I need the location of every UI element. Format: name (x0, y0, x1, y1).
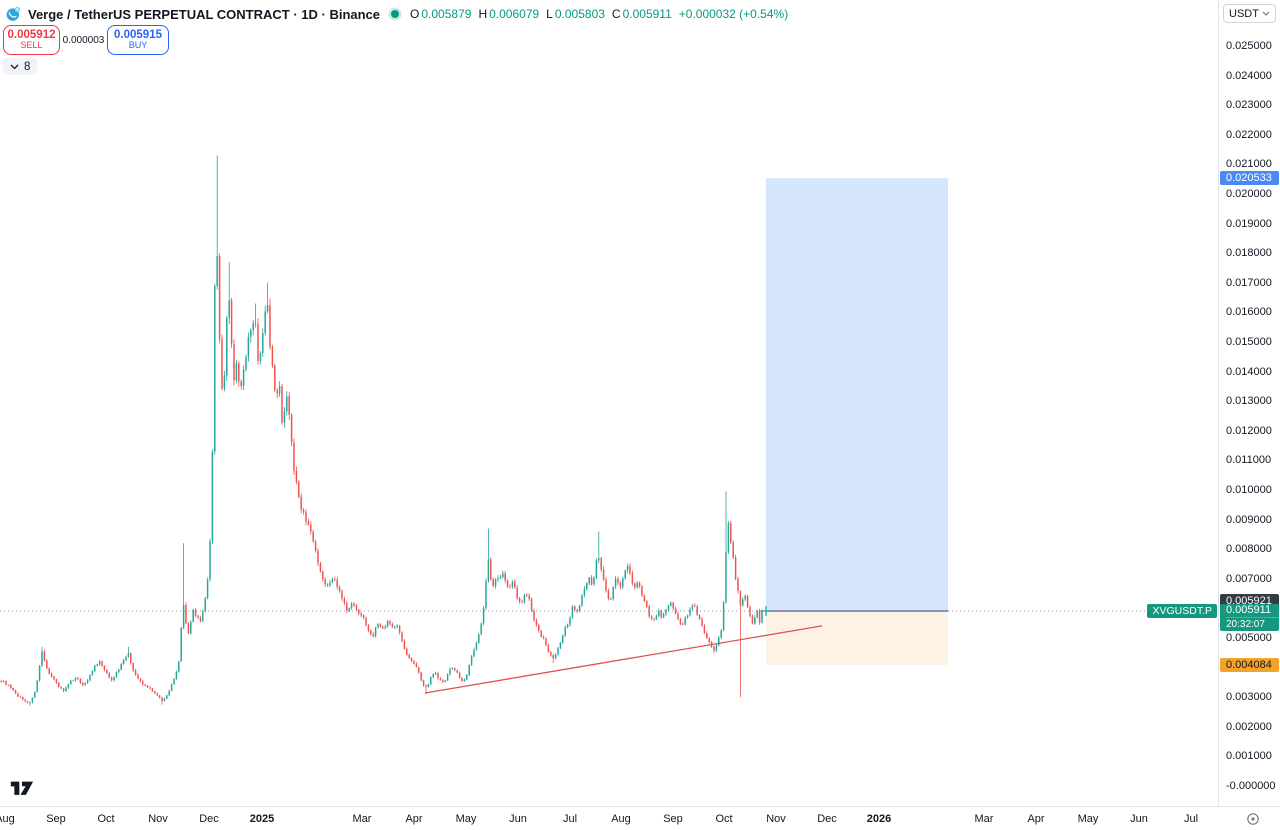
buy-price: 0.005915 (114, 28, 162, 41)
price-tick-label: 0.012000 (1226, 424, 1272, 437)
open-value: 0.005879 (421, 7, 472, 21)
price-tick-label: 0.003000 (1226, 691, 1272, 704)
time-axis-label: 2026 (866, 813, 892, 825)
buy-label: BUY (128, 40, 148, 51)
price-tick-label: 0.010000 (1226, 484, 1272, 496)
close-label: C (611, 7, 621, 21)
symbol-title[interactable]: Verge / TetherUS PERPETUAL CONTRACT · 1D… (28, 6, 381, 22)
price-tick-label: 0.014000 (1226, 365, 1272, 378)
time-axis-label: Jun (1130, 813, 1148, 825)
currency-label: USDT (1229, 7, 1259, 20)
time-axis-label: Jul (562, 813, 578, 825)
price-tick-label: 0.017000 (1226, 276, 1272, 289)
verge-logo-icon (6, 6, 21, 22)
price-tick-label: 0.007000 (1226, 572, 1272, 585)
sell-label: SELL (20, 40, 43, 51)
time-axis-label: Apr (1027, 813, 1045, 825)
time-axis[interactable]: Aug Sep Oct Nov Dec 2025 Mar Apr May Jun Jul Aug Sep… (0, 806, 1280, 830)
ohlc-values: O 0.005879 H 0.006079 L 0.005803 C 0.005911 … (410, 7, 788, 21)
change-value: +0.000032 (+0.54%) (678, 7, 789, 21)
price-tick-label: 0.001000 (1226, 750, 1272, 763)
last-price-value: 0.005911 (1226, 604, 1272, 617)
chevron-down-icon (1262, 11, 1270, 16)
price-tick-label: 0.025000 (1226, 40, 1272, 52)
chevron-down-icon (10, 64, 19, 69)
price-tick-label: 0.015000 (1226, 336, 1272, 348)
time-axis-label: Jun (509, 813, 527, 825)
time-axis-label: May (1077, 813, 1099, 825)
time-axis-label: Oct (97, 813, 115, 825)
time-axis-label: Aug (611, 813, 631, 825)
price-tick-label: 0.021000 (1226, 158, 1272, 171)
buy-button[interactable]: 0.005915 BUY (107, 25, 169, 55)
sell-price: 0.005912 (7, 28, 56, 41)
spread-value: 0.000003 (62, 34, 105, 46)
time-axis-label: May (455, 813, 477, 825)
market-status-dot[interactable] (391, 10, 400, 18)
price-tick-label: 0.022000 (1226, 128, 1272, 141)
symbol-price-tag: XVGUSDT.P (1147, 604, 1217, 619)
target-price-label: 0.020533 (1220, 171, 1279, 186)
price-tick-label: 0.013000 (1226, 395, 1272, 408)
price-tick-label: 0.009000 (1226, 513, 1272, 526)
candlestick-chart[interactable] (0, 0, 1218, 806)
low-value: 0.005803 (554, 7, 605, 21)
chart-canvas[interactable]: Verge / TetherUS PERPETUAL CONTRACT · 1D… (0, 0, 1218, 806)
time-axis-label: Sep (663, 813, 683, 825)
price-tick-label: 0.011000 (1226, 454, 1272, 467)
high-value: 0.006079 (489, 7, 540, 21)
price-tick-label: 0.020000 (1226, 188, 1272, 200)
price-tick-label: 0.024000 (1226, 69, 1272, 82)
price-tick-label: 0.008000 (1226, 543, 1272, 556)
time-axis-label: Dec (199, 813, 219, 825)
time-axis-label: 2025 (249, 813, 275, 825)
open-label: O (410, 7, 420, 21)
low-label: L (546, 7, 553, 21)
time-axis-label: Oct (715, 813, 733, 825)
trade-panel: 0.005912 SELL 0.000003 0.005915 BUY (3, 25, 169, 55)
time-axis-label: Nov (766, 813, 786, 825)
price-tick-label: 0.023000 (1226, 99, 1272, 112)
time-axis-label: Dec (817, 813, 837, 825)
price-tick-label: -0.000000 (1226, 780, 1276, 792)
price-tick-label: 0.005000 (1226, 632, 1272, 644)
time-axis-label: Aug (0, 813, 15, 825)
price-tick-label: 0.016000 (1226, 306, 1272, 319)
stop-price-label: 0.004084 (1220, 658, 1279, 673)
time-axis-label: Sep (46, 813, 66, 825)
price-tick-label: 0.019000 (1226, 217, 1272, 230)
price-axis[interactable]: USDT 0.025000 0.024000 0.023000 0.022000 0.0… (1218, 0, 1280, 806)
time-axis-label: Apr (405, 813, 423, 825)
currency-dropdown[interactable]: USDT (1223, 4, 1276, 23)
close-value: 0.005911 (622, 7, 672, 21)
indicators-collapse-button[interactable]: 8 (3, 58, 38, 75)
last-price-label: 0.005911 20:32:07 (1220, 604, 1279, 632)
sell-button[interactable]: 0.005912 SELL (3, 25, 60, 55)
time-axis-label: Nov (148, 813, 168, 825)
tradingview-logo[interactable] (8, 779, 37, 802)
scale-settings-icon[interactable] (1246, 812, 1260, 830)
indicator-count: 8 (24, 60, 31, 73)
price-tick-label: 0.002000 (1226, 720, 1272, 733)
price-tick-label: 0.018000 (1226, 247, 1272, 260)
time-axis-label: Mar (974, 813, 994, 825)
time-axis-label: Jul (1183, 813, 1199, 825)
chart-legend: Verge / TetherUS PERPETUAL CONTRACT · 1D… (6, 5, 788, 23)
high-label: H (478, 7, 488, 21)
time-axis-label: Mar (352, 813, 372, 825)
bar-countdown: 20:32:07 (1226, 617, 1279, 630)
